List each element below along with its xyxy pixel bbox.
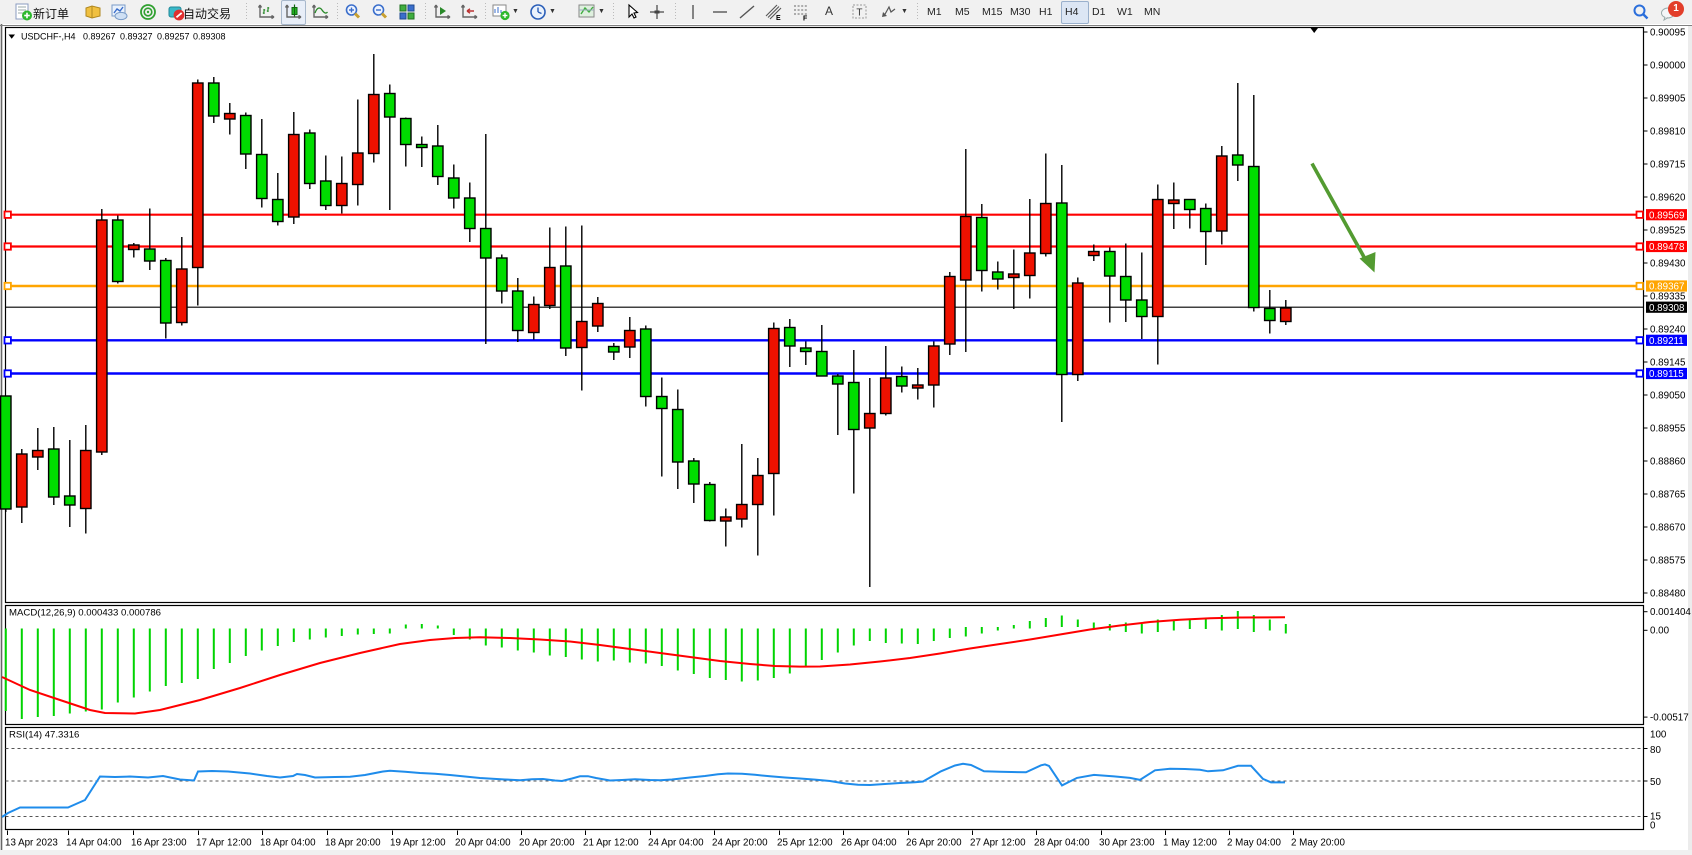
- svg-text:26 Apr 20:00: 26 Apr 20:00: [906, 838, 962, 849]
- svg-text:T: T: [856, 8, 862, 19]
- svg-text:0.89257: 0.89257: [157, 31, 190, 41]
- svg-text:0.89240: 0.89240: [1650, 324, 1686, 335]
- svg-text:16 Apr 23:00: 16 Apr 23:00: [131, 838, 187, 849]
- svg-text:0: 0: [1650, 820, 1656, 831]
- svg-text:14 Apr 04:00: 14 Apr 04:00: [66, 838, 122, 849]
- svg-text:RSI(14) 47.3316: RSI(14) 47.3316: [9, 730, 79, 741]
- svg-text:MACD(12,26,9) 0.000433 0.00078: MACD(12,26,9) 0.000433 0.000786: [9, 608, 161, 619]
- svg-text:0.89335: 0.89335: [1650, 291, 1686, 302]
- svg-text:0.89905: 0.89905: [1650, 93, 1686, 104]
- svg-text:2 May 20:00: 2 May 20:00: [1291, 838, 1345, 849]
- svg-text:0.90095: 0.90095: [1650, 27, 1686, 38]
- svg-text:24 Apr 04:00: 24 Apr 04:00: [648, 838, 704, 849]
- svg-text:0.89115: 0.89115: [1649, 369, 1684, 380]
- svg-text:-0.00517: -0.00517: [1650, 713, 1689, 724]
- svg-text:0.89367: 0.89367: [1649, 282, 1684, 293]
- svg-text:26 Apr 04:00: 26 Apr 04:00: [841, 838, 897, 849]
- svg-text:0.89267: 0.89267: [83, 31, 116, 41]
- svg-text:0.00: 0.00: [1650, 626, 1670, 637]
- svg-text:21 Apr 12:00: 21 Apr 12:00: [583, 838, 639, 849]
- svg-text:0.88765: 0.88765: [1650, 489, 1686, 500]
- svg-text:80: 80: [1650, 745, 1661, 756]
- svg-text:0.89569: 0.89569: [1649, 210, 1684, 221]
- svg-text:0.89810: 0.89810: [1650, 126, 1686, 137]
- svg-text:0.89327: 0.89327: [120, 31, 153, 41]
- svg-text:13 Apr 2023: 13 Apr 2023: [5, 838, 58, 849]
- svg-text:0.88670: 0.88670: [1650, 522, 1686, 533]
- svg-text:28 Apr 04:00: 28 Apr 04:00: [1034, 838, 1090, 849]
- svg-text:0.89430: 0.89430: [1650, 258, 1686, 269]
- svg-text:100: 100: [1650, 730, 1667, 741]
- svg-text:0.89308: 0.89308: [1649, 303, 1685, 314]
- svg-text:USDCHF-,H4: USDCHF-,H4: [21, 31, 76, 41]
- svg-text:0.90000: 0.90000: [1650, 60, 1686, 71]
- svg-text:0.89211: 0.89211: [1649, 336, 1684, 347]
- svg-text:15: 15: [1650, 812, 1661, 823]
- svg-text:1 May 12:00: 1 May 12:00: [1163, 838, 1217, 849]
- svg-text:0.88575: 0.88575: [1650, 555, 1686, 566]
- svg-text:50: 50: [1650, 777, 1661, 788]
- svg-text:17 Apr 12:00: 17 Apr 12:00: [196, 838, 252, 849]
- svg-text:E: E: [776, 15, 781, 21]
- svg-text:0.89145: 0.89145: [1650, 357, 1686, 368]
- svg-text:20 Apr 04:00: 20 Apr 04:00: [455, 838, 511, 849]
- svg-text:0.88480: 0.88480: [1650, 588, 1686, 599]
- svg-text:0.89620: 0.89620: [1650, 192, 1686, 203]
- svg-text:0.89050: 0.89050: [1650, 390, 1686, 401]
- svg-text:F: F: [803, 16, 808, 22]
- svg-text:0.001404: 0.001404: [1650, 607, 1691, 618]
- svg-text:18 Apr 04:00: 18 Apr 04:00: [260, 838, 316, 849]
- svg-text:0.89478: 0.89478: [1649, 242, 1685, 253]
- svg-text:19 Apr 12:00: 19 Apr 12:00: [390, 838, 446, 849]
- svg-text:30 Apr 23:00: 30 Apr 23:00: [1099, 838, 1155, 849]
- svg-text:0.89525: 0.89525: [1650, 225, 1686, 236]
- svg-text:18 Apr 20:00: 18 Apr 20:00: [325, 838, 381, 849]
- svg-text:24 Apr 20:00: 24 Apr 20:00: [712, 838, 768, 849]
- svg-text:0.89308: 0.89308: [193, 31, 226, 41]
- svg-text:0.89715: 0.89715: [1650, 159, 1686, 170]
- svg-text:25 Apr 12:00: 25 Apr 12:00: [777, 838, 833, 849]
- svg-text:0.88955: 0.88955: [1650, 423, 1686, 434]
- svg-text:20 Apr 20:00: 20 Apr 20:00: [519, 838, 575, 849]
- svg-text:27 Apr 12:00: 27 Apr 12:00: [970, 838, 1026, 849]
- svg-text:0.88860: 0.88860: [1650, 456, 1686, 467]
- svg-text:2 May 04:00: 2 May 04:00: [1227, 838, 1281, 849]
